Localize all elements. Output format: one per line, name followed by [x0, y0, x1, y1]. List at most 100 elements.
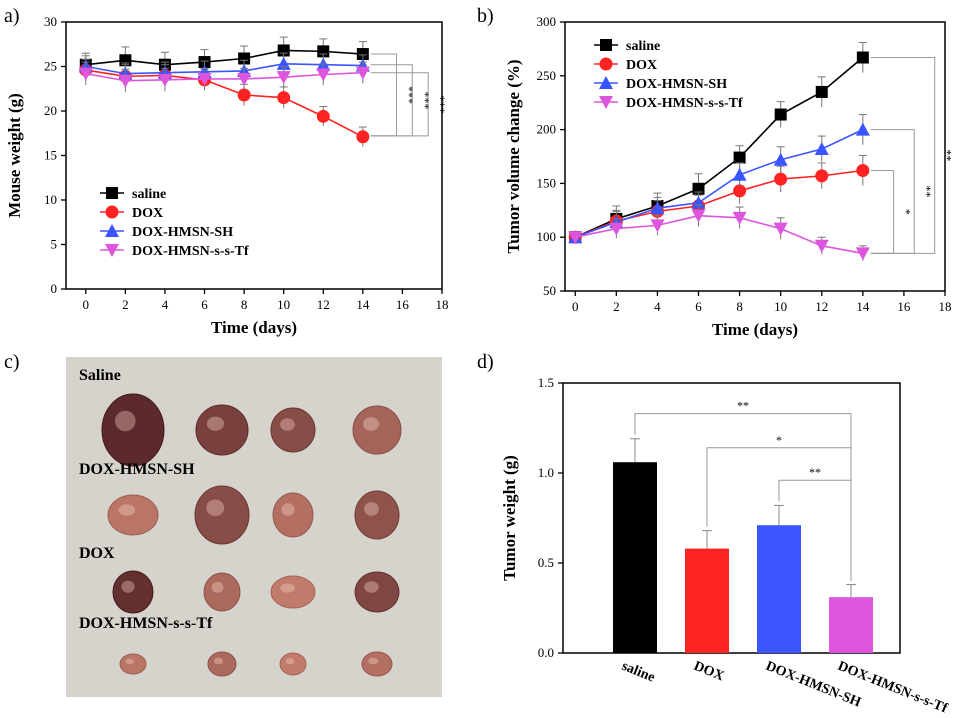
photo-row-label: DOX-HMSN-s-s-Tf: [79, 615, 213, 632]
x-tick-label: 8: [736, 299, 743, 314]
data-point: [355, 66, 370, 80]
bar-dox: [685, 548, 729, 653]
data-point: [609, 222, 624, 236]
x-tick-label: 16: [396, 297, 410, 312]
y-tick-label: 0.5: [538, 555, 554, 570]
tumor-highlight: [213, 657, 224, 665]
y-tick-label: 15: [44, 148, 57, 163]
legend-marker: [599, 57, 613, 71]
data-point: [774, 108, 787, 121]
data-point: [814, 239, 829, 253]
significance-label: **: [920, 185, 934, 197]
data-point: [316, 109, 330, 123]
legend-marker: [105, 224, 119, 237]
tumor-sample: [207, 651, 237, 677]
y-tick-label: 1.0: [538, 465, 554, 480]
significance-bracket: [870, 57, 936, 254]
data-point: [732, 211, 747, 225]
data-point: [238, 52, 251, 65]
data-point: [277, 91, 291, 105]
tumor-sample: [354, 490, 400, 540]
significance-label: **: [941, 149, 955, 161]
tumor-sample: [101, 393, 165, 467]
x-tick-label: 16: [897, 299, 911, 314]
legend-marker: [600, 39, 612, 51]
legend-entry: DOX-HMSN-SH: [132, 225, 233, 240]
series-line: [575, 214, 863, 255]
legend: saline DOX DOX-HMSN-SH DOX-HMSN-s-s-Tf: [594, 39, 743, 111]
panel-label-d: d): [477, 351, 494, 373]
data-point: [855, 122, 870, 136]
tumor-sample: [119, 653, 147, 675]
legend-entry: DOX-HMSN-s-s-Tf: [626, 96, 743, 111]
y-axis-label: Mouse weight (g): [5, 93, 24, 218]
data-point: [356, 130, 370, 144]
photo-row-label: DOX: [79, 545, 115, 562]
panel-label-c: c): [4, 351, 20, 373]
data-point: [773, 222, 788, 236]
series-line: [85, 63, 363, 75]
tumor-highlight: [281, 503, 295, 516]
x-tick-label: 6: [695, 299, 702, 314]
tumor-sample: [203, 572, 241, 612]
significance-bracket: [370, 72, 429, 137]
data-point: [316, 68, 331, 82]
panel-label-b: b): [477, 5, 494, 27]
y-axis-label: Tumor weight (g): [500, 455, 519, 581]
y-tick-label: 50: [543, 283, 556, 298]
tumor-highlight: [285, 658, 295, 665]
tumor-highlight: [363, 417, 379, 431]
tumor-highlight: [206, 416, 225, 431]
y-tick-label: 150: [537, 175, 557, 190]
x-category-label: DOX: [692, 659, 726, 685]
x-tick-label: 8: [241, 297, 248, 312]
tumor-sample: [270, 407, 316, 453]
series-tf: [78, 61, 370, 93]
y-tick-label: 5: [51, 237, 58, 252]
significance-bracket: [634, 413, 852, 581]
significance-label: *: [900, 209, 914, 215]
chart-a-mouse-weight: 0 2 4 6 8 10 12 14 16 18 0 5 10 15 20 25 30 Time (days) Mo…: [5, 14, 449, 337]
data-point: [157, 73, 172, 87]
data-point: [568, 231, 583, 245]
data-point: [773, 152, 788, 166]
significance-bracket: [778, 479, 852, 581]
x-tick-label: 2: [613, 299, 620, 314]
x-axis-label: Time (days): [712, 320, 798, 339]
bar-tf: [829, 597, 873, 653]
significance-label: **: [737, 399, 749, 413]
x-tick-label: 14: [856, 299, 870, 314]
tumor-sample: [279, 652, 307, 676]
legend-entry: DOX-HMSN-s-s-Tf: [132, 244, 249, 259]
plot-frame: [564, 21, 946, 292]
significance-label: ***: [418, 91, 432, 109]
data-point: [276, 71, 291, 85]
legend-marker: [105, 205, 119, 219]
tumor-highlight: [114, 410, 136, 432]
bar-saline: [613, 462, 657, 653]
y-tick-label: 10: [44, 192, 57, 207]
x-tick-label: 10: [277, 297, 290, 312]
legend-marker: [105, 244, 119, 257]
tumor-sample: [352, 405, 402, 455]
significance-label: **: [809, 465, 821, 479]
tumor-sample: [361, 651, 393, 677]
data-point: [856, 163, 870, 177]
tumor-highlight: [364, 581, 379, 593]
x-tick-label: 18: [436, 297, 449, 312]
significance-label: ***: [402, 86, 416, 104]
significance-label: ***: [434, 95, 448, 113]
series-saline: [569, 41, 869, 244]
tumor-highlight: [118, 504, 136, 516]
series-line: [85, 69, 364, 138]
y-tick-label: 30: [44, 14, 57, 29]
data-point: [691, 195, 706, 209]
legend-marker: [106, 187, 118, 199]
x-tick-label: 12: [815, 299, 828, 314]
y-axis-label: Tumor volume change (%): [504, 59, 523, 253]
photo-row-label: Saline: [79, 367, 121, 384]
tumor-highlight: [121, 580, 135, 593]
tumor-sample: [107, 494, 159, 536]
